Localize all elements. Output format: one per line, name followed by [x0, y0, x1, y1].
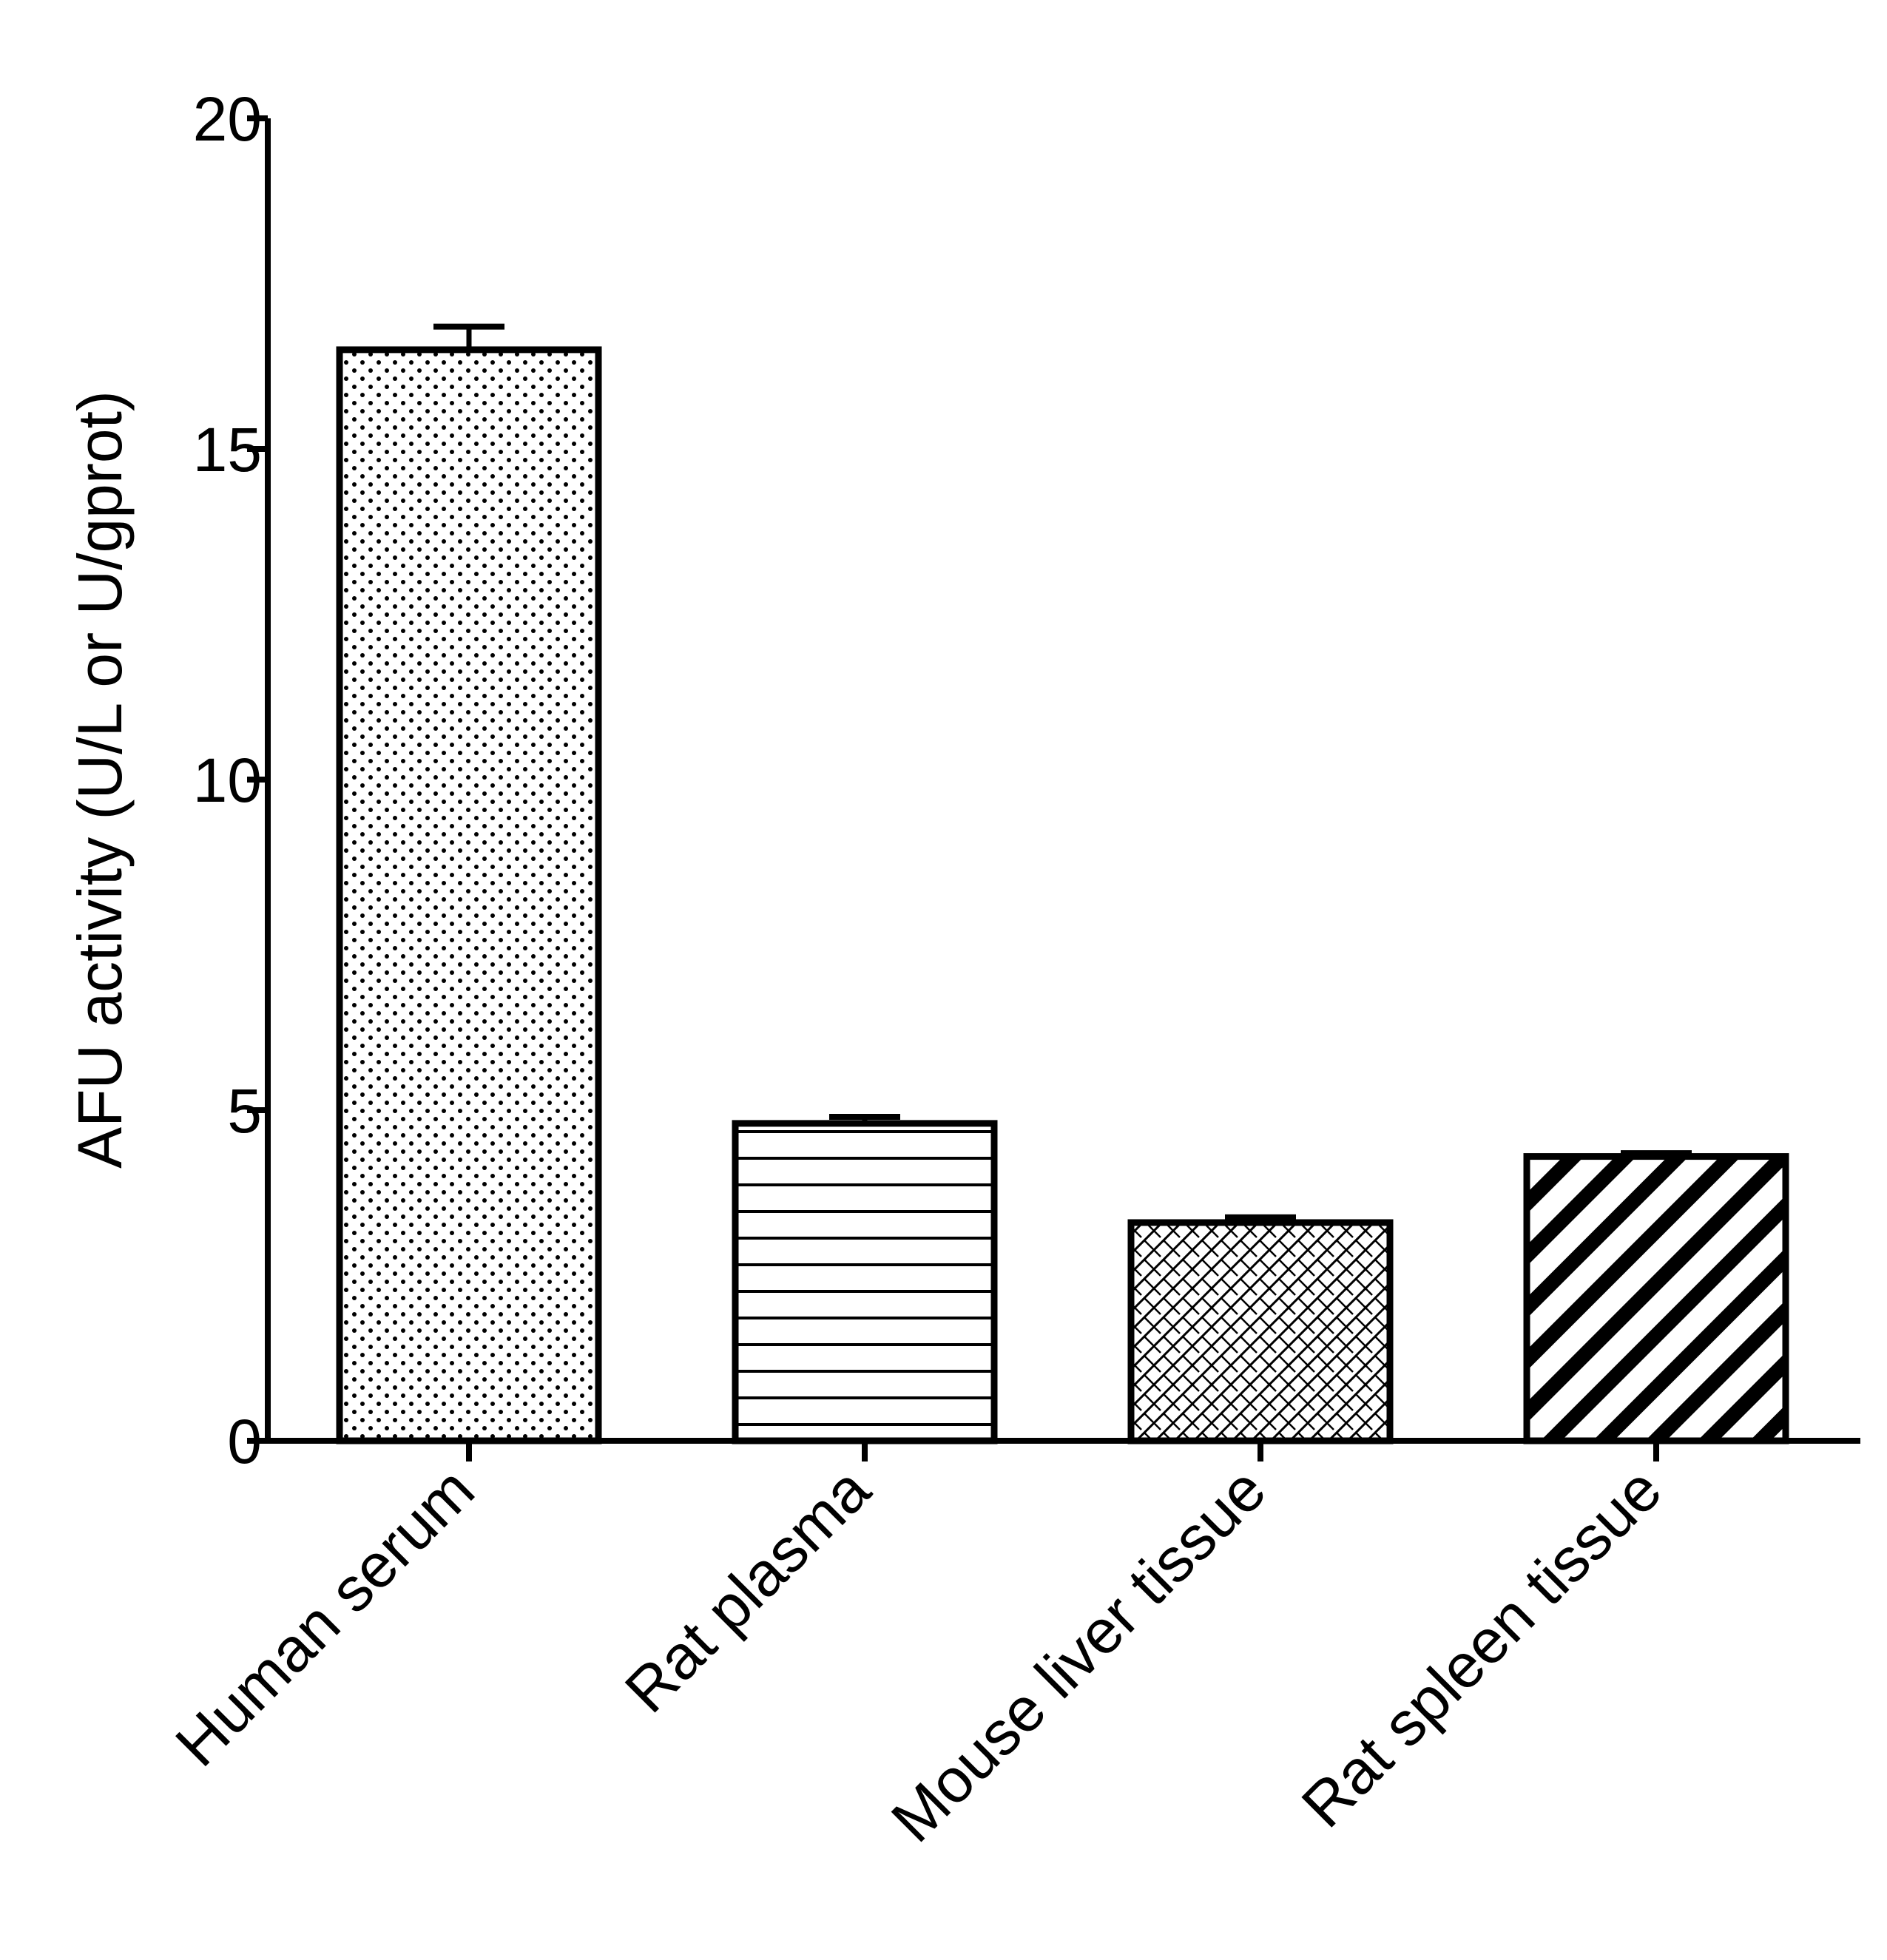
- y-tick-label: 15: [193, 415, 262, 484]
- y-tick-label: 0: [227, 1407, 262, 1476]
- y-axis-title: AFU activity (U/L or U/gprot): [65, 391, 135, 1169]
- bar: [732, 1120, 998, 1444]
- x-category-label: Rat plasma: [612, 1454, 883, 1726]
- x-category-label: Rat spleen tissue: [1289, 1454, 1675, 1840]
- bar: [1523, 1153, 1789, 1444]
- bars: [336, 346, 1789, 1444]
- error-bar: [433, 323, 504, 350]
- y-ticks: 0 5 10 15 20: [193, 84, 268, 1476]
- bar: [1127, 1219, 1394, 1444]
- y-tick-label: 20: [193, 84, 262, 154]
- y-tick-label: 10: [193, 746, 262, 815]
- error-bar: [1621, 1150, 1692, 1157]
- x-category-label: Mouse liver tissue: [878, 1454, 1279, 1855]
- y-tick-label: 5: [227, 1076, 262, 1146]
- bar: [336, 346, 602, 1444]
- error-bar: [829, 1113, 900, 1123]
- y-axis: 0 5 10 15 20: [193, 84, 271, 1476]
- error-bar: [1225, 1214, 1296, 1223]
- x-category-label: Human serum: [162, 1454, 487, 1779]
- error-bars: [433, 323, 1692, 1223]
